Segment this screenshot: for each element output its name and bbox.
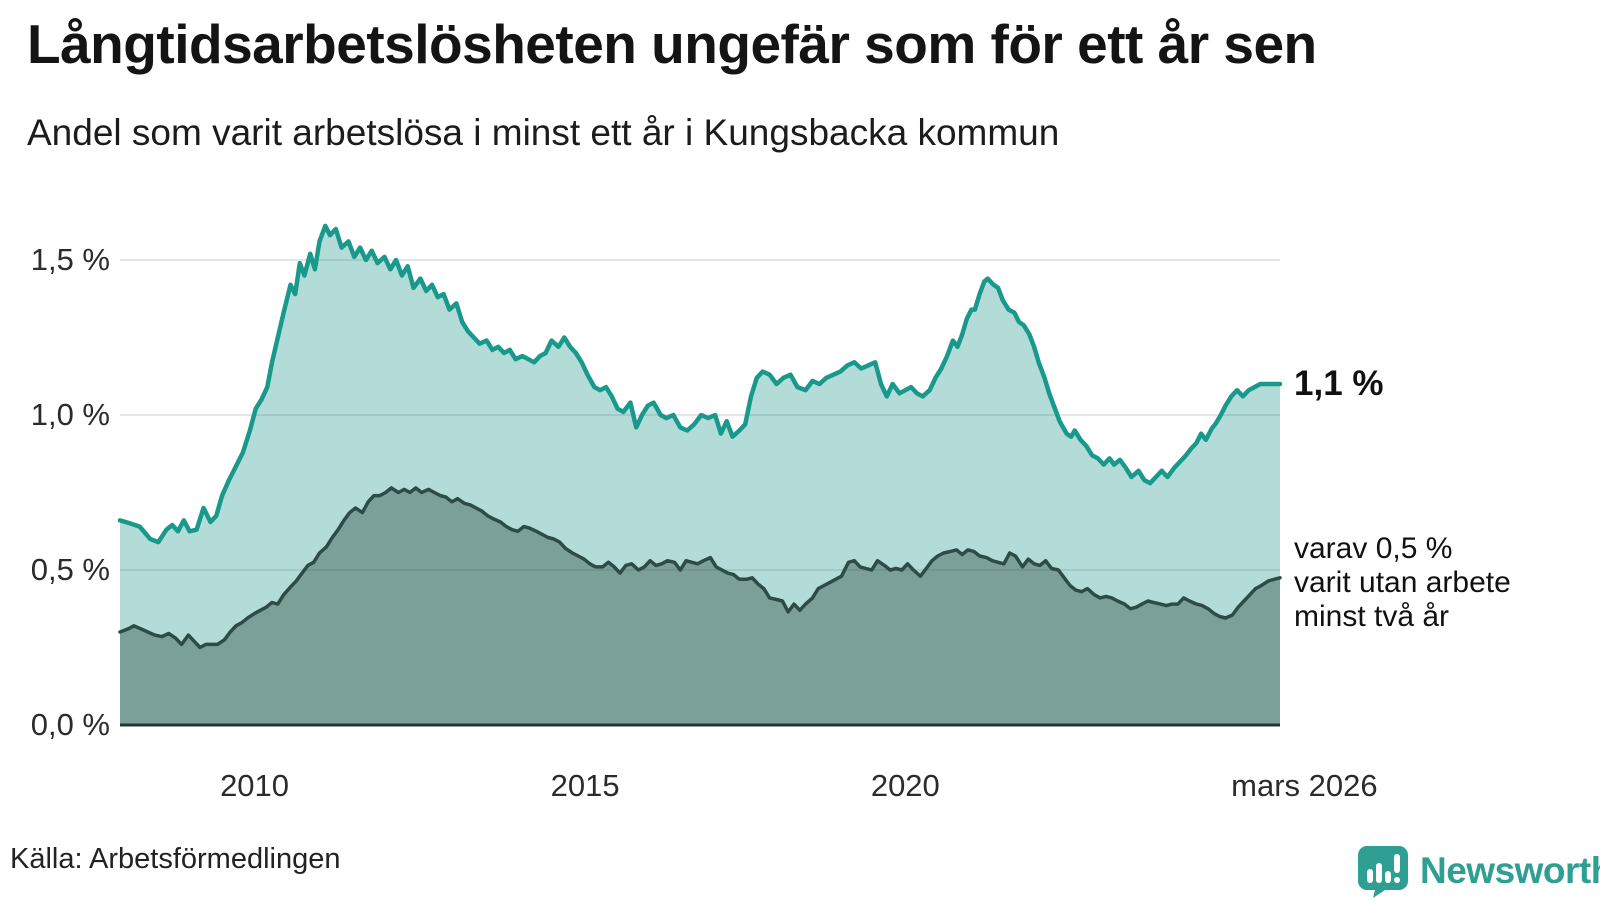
newsworthy-logo: Newsworthy — [1356, 844, 1600, 898]
newsworthy-logo-text: Newsworthy — [1420, 850, 1600, 891]
sub-series-label-line2: varit utan arbete — [1294, 566, 1511, 599]
y-tick-0-5: 0,5 % — [30, 552, 110, 587]
area-unemployed-2yr — [120, 487, 1280, 725]
sub-series-label-line1: varav 0,5 % — [1294, 532, 1453, 565]
y-tick-1-5: 1,5 % — [30, 242, 110, 277]
line-unemployed-2yr — [118, 486, 1282, 650]
y-tick-0-0: 0,0 % — [30, 707, 110, 742]
latest-value-label: 1,1 % — [1294, 364, 1384, 403]
sub-series-label: varav 0,5 % varit utan arbete minst två … — [1294, 532, 1511, 634]
x-tick-2015: 2015 — [550, 768, 620, 803]
newsworthy-speech-bubble-icon — [1358, 846, 1408, 898]
source-attribution: Källa: Arbetsförmedlingen — [10, 843, 341, 875]
page-title: Långtidsarbetslösheten ungefär som för e… — [27, 13, 1317, 75]
y-tick-1-0: 1,0 % — [30, 397, 110, 432]
sub-series-label-line3: minst två år — [1294, 600, 1450, 633]
page-subtitle: Andel som varit arbetslösa i minst ett å… — [27, 112, 1060, 153]
area-total-unemployed-1yr — [120, 225, 1280, 725]
x-tick-2010: 2010 — [220, 768, 290, 803]
x-tick-2020: 2020 — [870, 768, 940, 803]
x-tick-mars-2026: mars 2026 — [1231, 768, 1378, 803]
line-total-unemployed-1yr — [117, 223, 1283, 545]
area-chart — [117, 223, 1283, 727]
